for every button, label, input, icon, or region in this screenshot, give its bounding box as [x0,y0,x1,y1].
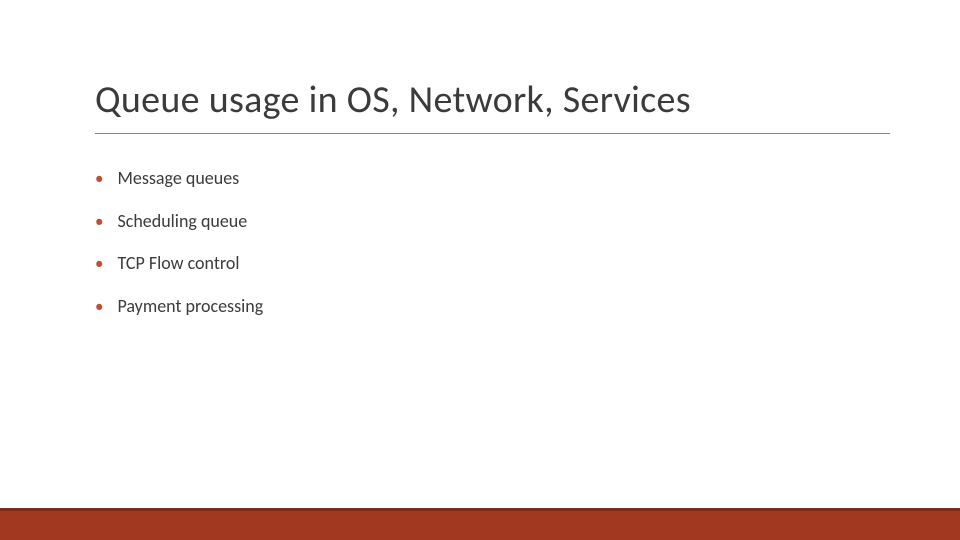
bullet-list: • Message queues • Scheduling queue • TC… [95,168,263,338]
list-item: • TCP Flow control [95,253,263,275]
bullet-icon: • [95,298,103,315]
bullet-text: TCP Flow control [117,253,239,275]
bullet-text: Payment processing [117,296,263,318]
bullet-icon: • [95,170,103,187]
bullet-text: Message queues [117,168,239,190]
bullet-icon: • [95,255,103,272]
list-item: • Scheduling queue [95,211,263,233]
slide-title: Queue usage in OS, Network, Services [95,77,890,134]
footer-bar [0,508,960,540]
bullet-icon: • [95,213,103,230]
list-item: • Message queues [95,168,263,190]
bullet-text: Scheduling queue [117,211,247,233]
list-item: • Payment processing [95,296,263,318]
